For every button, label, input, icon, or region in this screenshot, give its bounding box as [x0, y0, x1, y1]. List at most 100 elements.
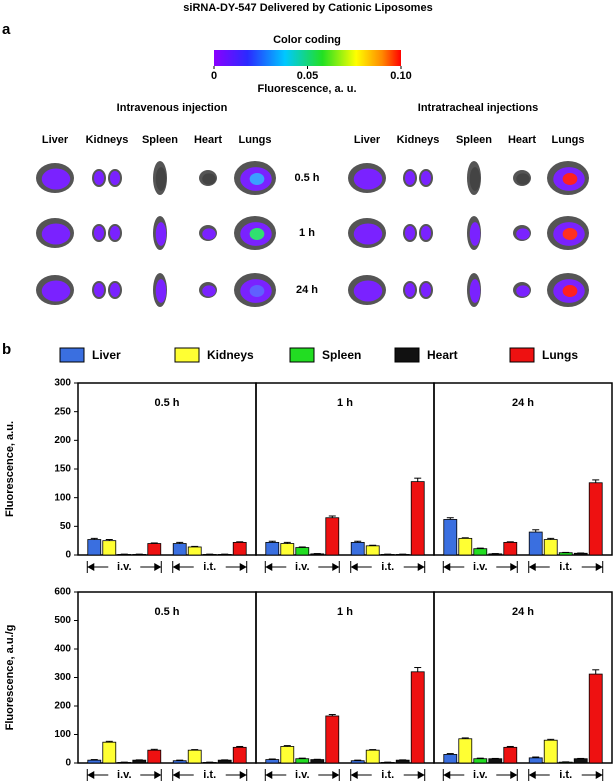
organ-label: Lungs	[239, 134, 272, 146]
bar	[147, 749, 162, 764]
organ-image	[469, 222, 481, 246]
bar	[132, 759, 147, 764]
organ-label: Kidneys	[86, 134, 129, 146]
time-label: 24 h	[296, 284, 318, 296]
colorbar-label: Fluorescence, a. u.	[257, 83, 356, 95]
organ-image	[155, 279, 167, 303]
organ-image	[405, 283, 415, 297]
organ-image	[249, 173, 265, 185]
legend-swatch	[174, 347, 200, 363]
y-tick-label: 500	[54, 615, 71, 626]
group-label-bg	[108, 768, 141, 782]
bar	[187, 749, 202, 764]
group-label-bg	[549, 560, 582, 574]
legend-label: Spleen	[322, 348, 361, 362]
legend-label: Lungs	[542, 348, 578, 362]
organ-image	[41, 223, 71, 245]
organ-image	[94, 171, 104, 185]
organ-image	[562, 285, 578, 297]
bar	[395, 759, 410, 764]
organ-image	[353, 223, 383, 245]
group-label-bg	[108, 560, 141, 574]
bar	[458, 738, 473, 764]
figure-title: siRNA-DY-547 Delivered by Cationic Lipos…	[183, 2, 432, 14]
organ-image	[110, 226, 120, 240]
organ-label: Liver	[42, 134, 69, 146]
bar	[87, 759, 102, 764]
colorbar	[214, 50, 401, 66]
organ-image	[421, 226, 431, 240]
bar	[588, 482, 603, 556]
bar	[503, 746, 518, 764]
organ-label: Liver	[354, 134, 381, 146]
organ-image	[249, 228, 265, 240]
bar	[310, 759, 325, 764]
organ-image	[353, 168, 383, 190]
organ-image	[202, 285, 216, 297]
organ-image	[421, 171, 431, 185]
colorbar-tick-label: 0.05	[297, 70, 318, 82]
bar	[410, 671, 425, 764]
panel-title: 1 h	[337, 606, 353, 618]
bar	[365, 749, 380, 764]
bar	[473, 758, 488, 764]
time-label: 0.5 h	[294, 172, 319, 184]
organ-image	[155, 222, 167, 246]
time-label: 1 h	[299, 227, 315, 239]
bar	[102, 540, 117, 556]
organ-image	[202, 228, 216, 240]
organ-image	[562, 173, 578, 185]
y-tick-label: 200	[54, 701, 71, 712]
bar	[543, 739, 558, 764]
panel-title: 0.5 h	[154, 397, 179, 409]
bar	[410, 481, 425, 556]
organ-image	[469, 167, 481, 191]
group-title: Intratracheal injections	[418, 102, 538, 114]
bar	[573, 552, 588, 556]
bar	[350, 541, 365, 556]
organ-label: Heart	[194, 134, 222, 146]
organ-image	[516, 228, 530, 240]
organ-image	[516, 173, 530, 185]
panel-title: 0.5 h	[154, 606, 179, 618]
organ-image	[249, 285, 265, 297]
legend-swatch	[59, 347, 85, 363]
bar	[295, 547, 310, 556]
y-tick-label: 300	[54, 672, 71, 683]
bar	[325, 715, 340, 764]
colorbar-tick-label: 0.10	[390, 70, 411, 82]
panel-label: b	[2, 341, 11, 358]
bar	[365, 545, 380, 556]
bar	[503, 541, 518, 556]
group-label-bg	[193, 560, 226, 574]
group-label: i.t.	[559, 561, 572, 573]
y-tick-label: 600	[54, 587, 71, 598]
y-tick-label: 0	[65, 758, 71, 769]
bar	[350, 760, 365, 764]
legend-label: Kidneys	[207, 348, 254, 362]
organ-image	[94, 226, 104, 240]
bar	[102, 741, 117, 764]
y-tick-label: 0	[65, 550, 71, 561]
organ-label: Spleen	[142, 134, 178, 146]
bar	[265, 759, 280, 764]
organ-image	[421, 283, 431, 297]
group-label: i.v.	[473, 561, 487, 573]
group-label: i.v.	[295, 561, 309, 573]
organ-image	[94, 283, 104, 297]
colorbar-title: Color coding	[273, 34, 341, 46]
organ-label: Spleen	[456, 134, 492, 146]
organ-image	[155, 167, 167, 191]
bar	[87, 539, 102, 556]
bar	[488, 758, 503, 764]
legend-swatch	[289, 347, 315, 363]
bar	[573, 758, 588, 764]
panel-title: 24 h	[512, 397, 534, 409]
organ-image	[405, 226, 415, 240]
group-label-bg	[286, 768, 319, 782]
y-tick-label: 50	[60, 521, 72, 532]
organ-image	[562, 228, 578, 240]
y-tick-label: 300	[54, 378, 71, 389]
organ-image	[110, 283, 120, 297]
legend-swatch	[394, 347, 420, 363]
